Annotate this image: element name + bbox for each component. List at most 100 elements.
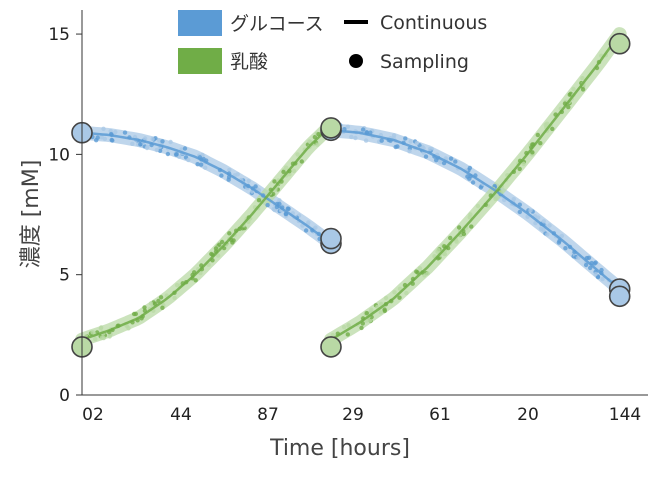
lactate-continuous-point	[461, 231, 467, 237]
lactate-continuous-point	[99, 335, 105, 341]
glucose-continuous-point	[349, 134, 354, 140]
legend-dot-marker	[349, 54, 363, 68]
lactate-continuous-point	[425, 271, 430, 276]
lactate-continuous-point	[521, 161, 526, 167]
glucose-continuous-point	[592, 261, 597, 266]
glucose-continuous-point	[313, 225, 318, 230]
lactate-continuous-point	[133, 311, 138, 317]
glucose-continuous-line-1	[330, 129, 621, 291]
legend-swatch-lactate	[178, 48, 222, 74]
glucose-continuous-point	[465, 174, 470, 179]
lactate-continuous-point	[217, 242, 222, 247]
lactate-continuous-point	[469, 224, 474, 229]
glucose-continuous-point	[528, 208, 533, 213]
lactate-continuous-point	[456, 225, 462, 230]
lactate-continuous-line-0	[81, 124, 332, 341]
lactate-continuous-point	[535, 132, 540, 138]
glucose-continuous-point	[95, 135, 100, 140]
x-tick-label: 61	[429, 405, 451, 425]
glucose-continuous-point	[414, 140, 420, 146]
lactate-continuous-point	[378, 310, 383, 315]
glucose-continuous-point	[478, 185, 483, 190]
lactate-continuous-point	[493, 196, 498, 202]
glucose-continuous-point	[345, 124, 351, 129]
glucose-continuous-point	[517, 209, 522, 215]
lactate-continuous-point	[359, 325, 364, 331]
lactate-continuous-point	[383, 295, 389, 301]
lactate-continuous-point	[345, 332, 350, 337]
lactate-continuous-point	[219, 239, 225, 245]
x-tick-label: 44	[170, 405, 192, 425]
glucose-band-0	[75, 125, 338, 251]
lactate-continuous-point	[517, 166, 522, 172]
lactate-continuous-point	[436, 247, 441, 253]
glucose-continuous-point	[165, 151, 171, 157]
glucose-sampling-point	[608, 285, 631, 308]
glucose-continuous-point	[541, 219, 546, 224]
glucose-continuous-point	[303, 228, 309, 233]
lactate-continuous-point	[467, 215, 472, 220]
lactate-continuous-point	[346, 323, 351, 328]
glucose-continuous-point	[363, 138, 369, 143]
y-ticks: 0 5 10 15	[48, 25, 82, 406]
y-tick-label: 5	[59, 266, 70, 286]
y-tick-label: 10	[48, 145, 70, 165]
lactate-continuous-point	[231, 238, 236, 243]
lactate-continuous-point	[341, 324, 347, 330]
lactate-continuous-point	[126, 326, 131, 331]
lactate-continuous-point	[107, 334, 112, 339]
glucose-continuous-point	[593, 272, 598, 277]
glucose-continuous-point	[174, 152, 179, 157]
lactate-continuous-point	[99, 325, 104, 330]
lactate-continuous-point	[550, 126, 555, 132]
glucose-continuous-point	[253, 184, 258, 189]
glucose-continuous-point	[407, 149, 412, 154]
glucose-continuous-point	[408, 139, 413, 144]
lactate-continuous-point	[392, 290, 397, 295]
continuous-bands	[75, 27, 627, 347]
glucose-continuous-point	[467, 165, 473, 171]
lactate-continuous-point	[538, 141, 543, 146]
x-ticks: 02 44 87 29 61 20 144	[82, 405, 641, 425]
glucose-continuous-point	[541, 227, 546, 233]
glucose-continuous-point	[545, 232, 550, 237]
sampling-points	[71, 32, 631, 358]
lactate-band-1	[324, 27, 627, 347]
legend-swatch-glucose	[178, 10, 222, 36]
glucose-continuous-point	[142, 136, 148, 141]
glucose-continuous-point	[168, 139, 173, 145]
lactate-continuous-point	[315, 142, 320, 147]
lactate-continuous-point	[364, 311, 369, 316]
glucose-continuous-point	[265, 202, 270, 208]
glucose-continuous-point	[227, 167, 232, 173]
lactate-continuous-point	[213, 246, 219, 251]
lactate-continuous-point	[580, 87, 586, 92]
legend: グルコース 乳酸 Continuous Sampling	[178, 10, 487, 74]
glucose-continuous-point	[145, 144, 150, 149]
glucose-continuous-point	[199, 162, 204, 167]
x-tick-label: 144	[609, 405, 641, 425]
glucose-continuous-point	[547, 223, 552, 228]
glucose-continuous-point	[130, 141, 135, 146]
glucose-continuous-point	[583, 262, 589, 268]
lactate-continuous-point	[417, 266, 423, 271]
glucose-sampling-point	[320, 227, 342, 250]
lactate-continuous-point	[156, 298, 161, 304]
lactate-continuous-point	[378, 301, 384, 307]
glucose-continuous-point	[286, 206, 291, 211]
lactate-continuous-point	[397, 295, 402, 300]
lactate-continuous-point	[272, 179, 277, 184]
glucose-continuous-point	[360, 127, 366, 132]
lactate-continuous-point	[93, 336, 98, 342]
glucose-continuous-point	[154, 147, 159, 153]
glucose-continuous-point	[109, 137, 114, 143]
lactate-continuous-point	[367, 318, 373, 323]
glucose-continuous-point	[113, 129, 118, 135]
glucose-continuous-point	[395, 144, 400, 149]
lactate-continuous-point	[448, 235, 453, 241]
glucose-continuous-point	[182, 146, 188, 151]
glucose-continuous-point	[195, 162, 200, 167]
glucose-continuous-point	[379, 138, 384, 143]
x-tick-label: 87	[257, 405, 279, 425]
lactate-continuous-point	[295, 152, 300, 157]
